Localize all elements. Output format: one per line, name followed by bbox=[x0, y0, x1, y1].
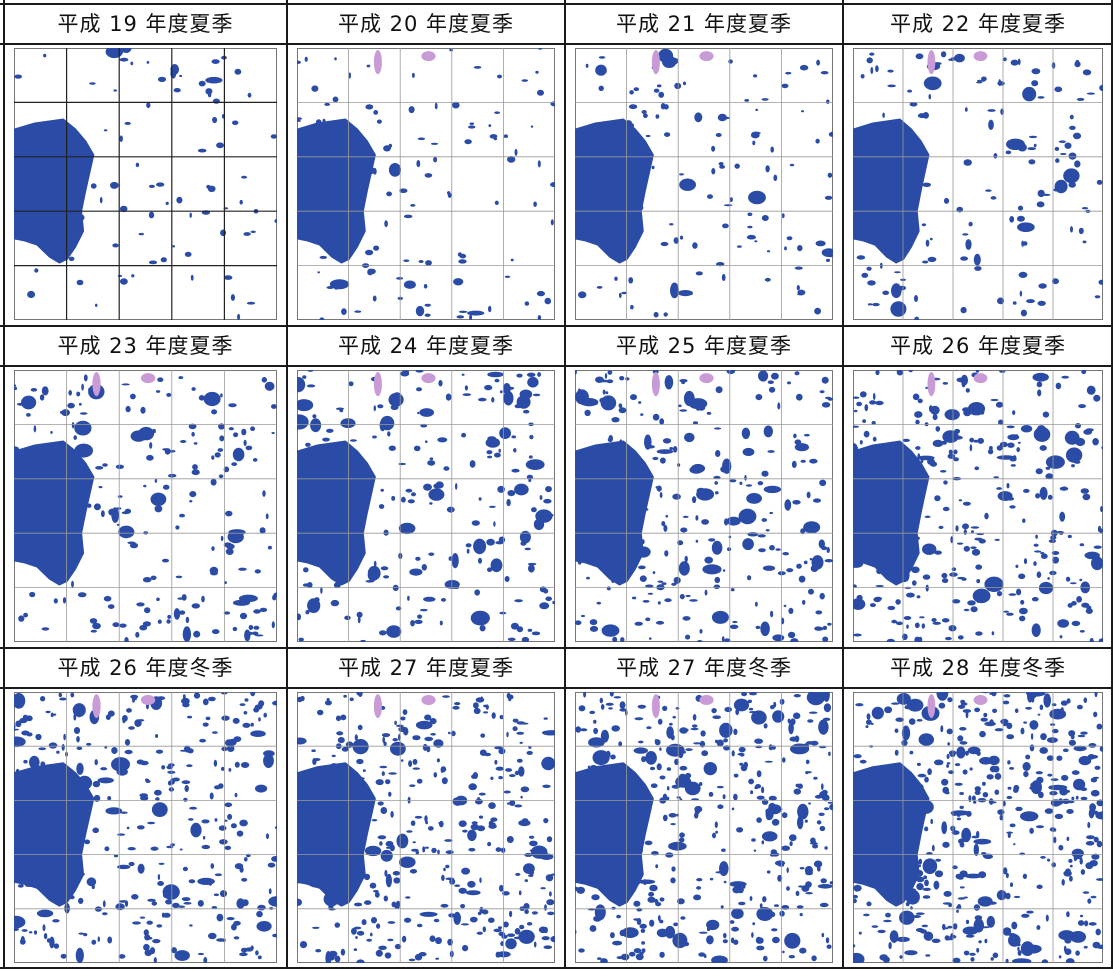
grid-horizontal-line bbox=[0, 43, 1113, 45]
panel-title: 平成 27 年度夏季 bbox=[337, 656, 515, 680]
panel-title: 平成 23 年度夏季 bbox=[57, 334, 234, 358]
map-image bbox=[297, 692, 555, 963]
panel-title: 平成 19 年度夏季 bbox=[57, 12, 234, 36]
panel-title: 平成 26 年度冬季 bbox=[57, 656, 234, 680]
map-image bbox=[14, 692, 277, 963]
grid-horizontal-line bbox=[0, 365, 1113, 367]
panel: 平成 20 年度夏季 bbox=[287, 4, 565, 326]
panel-title: 平成 21 年度夏季 bbox=[615, 12, 793, 36]
map-image bbox=[575, 370, 833, 642]
panel-title: 平成 28 年度冬季 bbox=[889, 656, 1067, 680]
grid-horizontal-line bbox=[0, 647, 1113, 649]
panel: 平成 19 年度夏季 bbox=[4, 4, 287, 326]
grid-vertical-line bbox=[3, 0, 5, 969]
panel-title: 平成 26 年度夏季 bbox=[889, 334, 1067, 358]
panel: 平成 28 年度冬季 bbox=[843, 648, 1113, 969]
grid-horizontal-line bbox=[0, 687, 1113, 689]
panel: 平成 25 年度夏季 bbox=[565, 326, 843, 648]
map-image bbox=[297, 370, 555, 642]
map-image bbox=[575, 692, 833, 963]
panel: 平成 22 年度夏季 bbox=[843, 4, 1113, 326]
panel: 平成 21 年度夏季 bbox=[565, 4, 843, 326]
grid-horizontal-line bbox=[0, 967, 1113, 969]
panel: 平成 26 年度冬季 bbox=[4, 648, 287, 969]
grid-vertical-line bbox=[1111, 0, 1113, 969]
map-image bbox=[575, 48, 833, 320]
grid-vertical-line bbox=[286, 0, 288, 969]
grid-horizontal-line bbox=[0, 325, 1113, 327]
panel-title: 平成 20 年度夏季 bbox=[337, 12, 515, 36]
panel-title: 平成 24 年度夏季 bbox=[337, 334, 515, 358]
map-image bbox=[853, 370, 1103, 642]
panel: 平成 27 年度冬季 bbox=[565, 648, 843, 969]
panel-title: 平成 22 年度夏季 bbox=[889, 12, 1067, 36]
panel-title: 平成 25 年度夏季 bbox=[615, 334, 793, 358]
map-image bbox=[14, 48, 277, 320]
map-image bbox=[853, 48, 1103, 320]
map-image bbox=[853, 692, 1103, 963]
grid-vertical-line bbox=[564, 0, 566, 969]
panel-title: 平成 27 年度冬季 bbox=[615, 656, 793, 680]
map-image bbox=[14, 370, 277, 642]
panel: 平成 24 年度夏季 bbox=[287, 326, 565, 648]
grid-vertical-line bbox=[842, 0, 844, 969]
grid-horizontal-line bbox=[0, 3, 1113, 5]
panel: 平成 26 年度夏季 bbox=[843, 326, 1113, 648]
map-image bbox=[297, 48, 555, 320]
panel: 平成 23 年度夏季 bbox=[4, 326, 287, 648]
panel: 平成 27 年度夏季 bbox=[287, 648, 565, 969]
